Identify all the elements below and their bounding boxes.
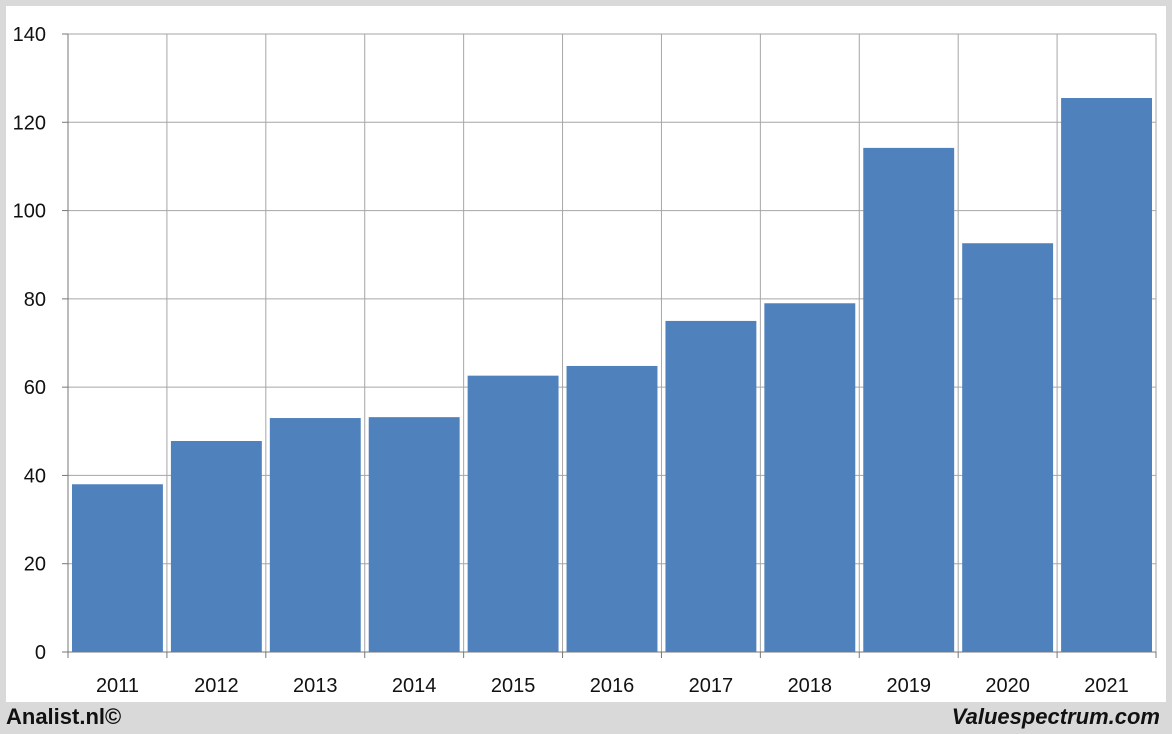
- x-tick-label: 2018: [788, 675, 833, 697]
- bar-2013: [269, 418, 361, 652]
- label-layer: 0 20 40 60 80 100 120 140 2011 2012 2013 2014 2015 20…: [13, 24, 1129, 697]
- bar-layer: [72, 98, 1152, 653]
- x-tick-label: 2012: [194, 675, 239, 697]
- bar-2012: [170, 440, 262, 652]
- source-credit-right: Valuespectrum.com: [951, 704, 1160, 729]
- bar-2011: [72, 484, 163, 652]
- y-tick-label: 120: [13, 112, 46, 134]
- x-tick-label: 2015: [491, 675, 536, 697]
- x-tick-label: 2017: [689, 675, 734, 697]
- x-tick-label: 2021: [1084, 675, 1129, 697]
- bar-2020: [962, 243, 1054, 653]
- bar-2018: [764, 303, 856, 652]
- y-tick-label: 40: [24, 465, 46, 487]
- bar-2021: [1061, 98, 1152, 652]
- x-tick-label: 2020: [985, 675, 1030, 697]
- bar-2014: [368, 417, 460, 652]
- y-tick-label: 20: [24, 554, 46, 576]
- y-tick-label: 60: [24, 377, 46, 399]
- bar-2019: [863, 147, 955, 653]
- y-tick-label: 80: [24, 289, 46, 311]
- bar-2017: [665, 320, 757, 652]
- x-tick-label: 2014: [392, 675, 437, 697]
- x-tick-label: 2019: [886, 675, 931, 697]
- y-tick-label: 100: [13, 201, 46, 223]
- bar-2016: [566, 365, 658, 652]
- x-tick-label: 2011: [96, 675, 139, 697]
- axis-layer: [62, 33, 1157, 658]
- x-tick-label: 2013: [293, 675, 338, 697]
- x-tick-label: 2016: [590, 675, 635, 697]
- y-tick-label: 0: [35, 642, 46, 664]
- source-credit-left: Analist.nl©: [6, 704, 122, 729]
- y-tick-label: 140: [13, 24, 46, 46]
- bar-2015: [467, 375, 559, 652]
